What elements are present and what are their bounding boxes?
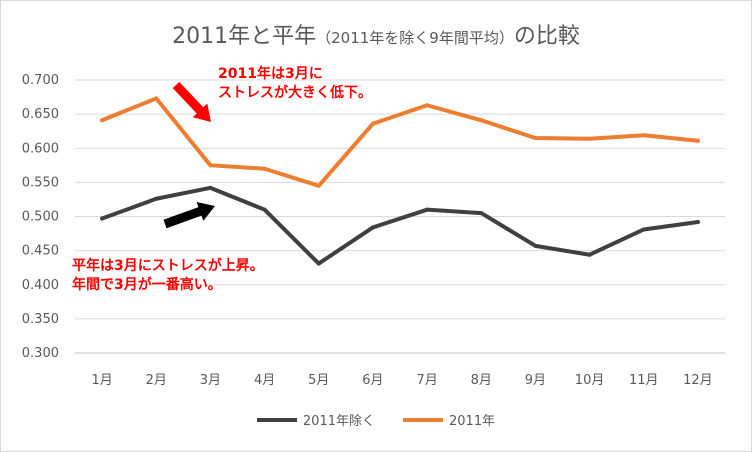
y-tick-label: 0.650 bbox=[22, 107, 59, 122]
legend: 2011年除く 2011年 bbox=[0, 410, 752, 429]
annotation-average: 平年は3月にストレスが上昇。 年間で3月が一番高い。 bbox=[72, 257, 264, 295]
x-tick-label: 8月 bbox=[471, 373, 492, 388]
x-tick-label: 7月 bbox=[416, 373, 437, 388]
x-tick-label: 3月 bbox=[200, 373, 221, 388]
data-point-2011 bbox=[533, 136, 538, 141]
data-point-excluding-2011 bbox=[370, 225, 375, 230]
x-tick-label: 1月 bbox=[91, 373, 112, 388]
chart-title-main: 2011年と平年 bbox=[172, 24, 317, 49]
data-point-excluding-2011 bbox=[100, 216, 105, 221]
y-tick-label: 0.400 bbox=[22, 278, 59, 293]
data-point-excluding-2011 bbox=[695, 219, 700, 224]
legend-swatch-2011 bbox=[403, 417, 443, 422]
legend-item-2011: 2011年 bbox=[403, 410, 495, 429]
data-point-2011 bbox=[262, 166, 267, 171]
data-point-2011 bbox=[100, 118, 105, 123]
y-tick-label: 0.450 bbox=[22, 244, 59, 259]
data-point-2011 bbox=[370, 121, 375, 126]
annotation-2011-line2: ストレスが大きく低下。 bbox=[218, 85, 372, 101]
y-tick-label: 0.600 bbox=[22, 141, 59, 156]
data-point-excluding-2011 bbox=[208, 185, 213, 190]
data-point-excluding-2011 bbox=[154, 196, 159, 201]
data-point-2011 bbox=[316, 183, 321, 188]
data-point-excluding-2011 bbox=[479, 211, 484, 216]
x-tick-label: 5月 bbox=[308, 373, 329, 388]
annotation-average-line1: 平年は3月にストレスが上昇。 bbox=[72, 258, 264, 274]
data-point-2011 bbox=[425, 103, 430, 108]
series-line-excluding-2011 bbox=[100, 185, 700, 266]
data-point-excluding-2011 bbox=[587, 252, 592, 257]
x-tick-label: 10月 bbox=[575, 373, 605, 388]
x-tick-label: 11月 bbox=[629, 373, 659, 388]
chart-title: 2011年と平年（2011年を除く9年間平均）の比較 bbox=[0, 18, 752, 50]
data-point-excluding-2011 bbox=[316, 261, 321, 266]
y-tick-label: 0.700 bbox=[22, 73, 59, 88]
annotation-average-line2: 年間で3月が一番高い。 bbox=[72, 277, 222, 293]
legend-swatch-excluding-2011 bbox=[256, 417, 297, 422]
legend-item-excluding-2011: 2011年除く bbox=[256, 410, 375, 429]
data-point-excluding-2011 bbox=[533, 243, 538, 248]
x-tick-label: 4月 bbox=[254, 373, 275, 388]
annotation-arrow-red bbox=[172, 81, 211, 122]
y-tick-label: 0.350 bbox=[22, 312, 59, 327]
chart-title-sub: （2011年を除く9年間平均） bbox=[316, 29, 514, 47]
data-point-2011 bbox=[479, 118, 484, 123]
data-point-2011 bbox=[695, 138, 700, 143]
data-point-2011 bbox=[587, 136, 592, 141]
data-point-2011 bbox=[641, 133, 646, 138]
annotation-2011: 2011年は3月に ストレスが大きく低下。 bbox=[218, 65, 372, 103]
chart-title-tail: の比較 bbox=[513, 24, 580, 49]
data-point-excluding-2011 bbox=[641, 227, 646, 232]
annotation-2011-line1: 2011年は3月に bbox=[218, 66, 323, 82]
legend-label-excluding-2011: 2011年除く bbox=[302, 414, 375, 429]
annotation-arrow-black bbox=[163, 202, 215, 229]
y-tick-label: 0.500 bbox=[22, 210, 59, 225]
x-tick-label: 12月 bbox=[683, 373, 713, 388]
y-tick-label: 0.550 bbox=[22, 175, 59, 190]
x-tick-label: 9月 bbox=[525, 373, 546, 388]
legend-label-2011: 2011年 bbox=[449, 414, 496, 429]
data-point-excluding-2011 bbox=[262, 207, 267, 212]
series-line-2011 bbox=[100, 96, 700, 188]
x-tick-label: 6月 bbox=[362, 373, 383, 388]
data-point-excluding-2011 bbox=[425, 207, 430, 212]
y-tick-label: 0.300 bbox=[22, 346, 59, 361]
data-point-2011 bbox=[154, 96, 159, 101]
data-point-2011 bbox=[208, 163, 213, 168]
x-tick-label: 2月 bbox=[146, 373, 167, 388]
